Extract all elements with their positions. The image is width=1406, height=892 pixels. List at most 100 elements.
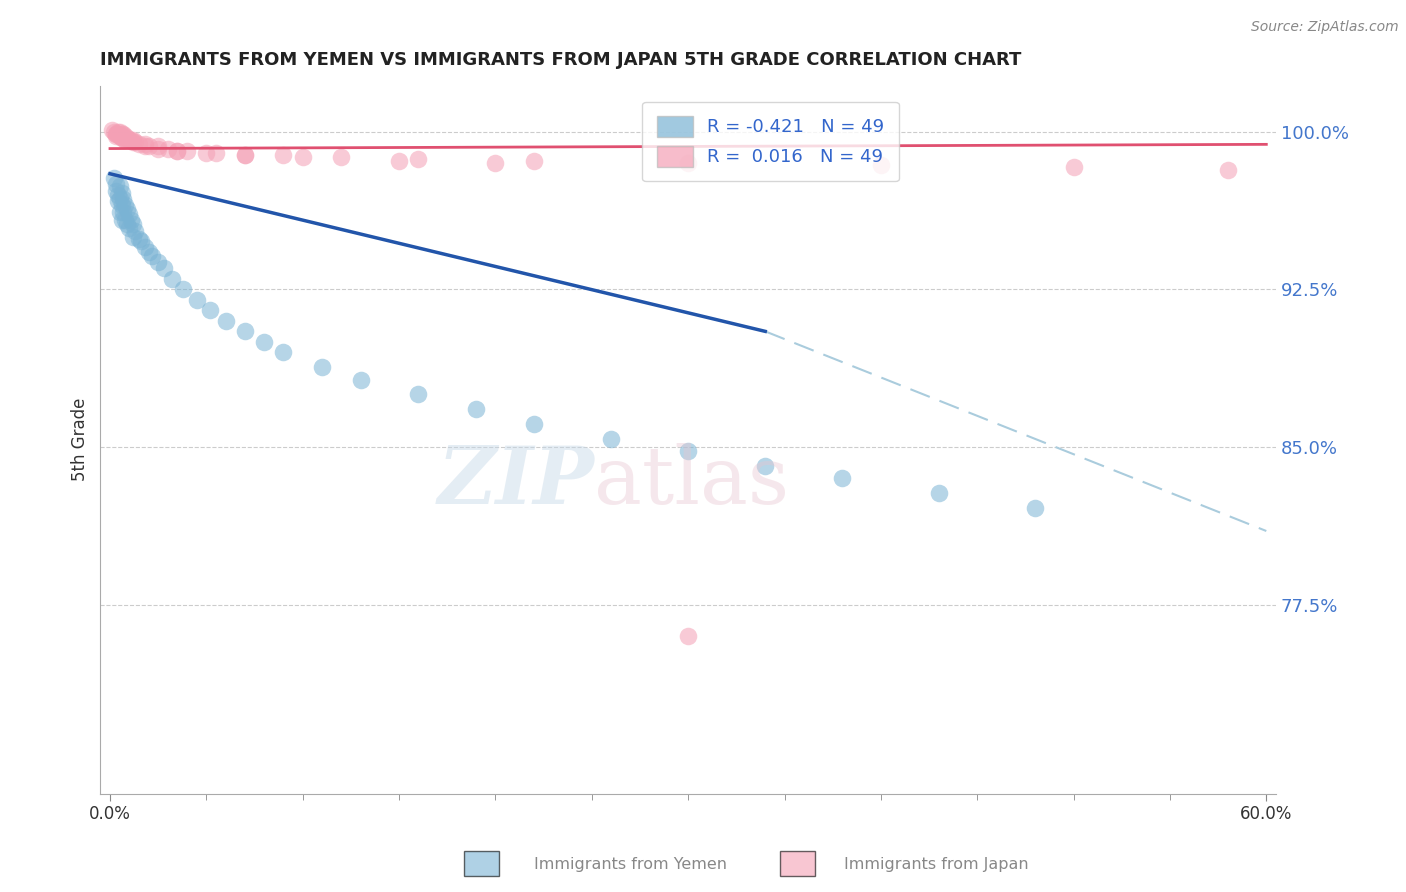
Text: ZIP: ZIP [437,443,595,521]
Point [146,139,169,153]
Point [120,213,142,227]
Legend: R = -0.421   N = 49, R =  0.016   N = 49: R = -0.421 N = 49, R = 0.016 N = 49 [643,102,898,181]
Point [104,178,127,192]
Point [107,194,129,208]
Point [110,127,132,141]
Point [138,244,160,259]
Text: Immigrants from Yemen: Immigrants from Yemen [534,857,727,872]
Point [153,261,176,276]
Point [156,142,179,156]
Point [523,154,546,169]
Point [186,293,208,307]
Point [600,432,623,446]
Point [754,458,776,473]
Text: Immigrants from Japan: Immigrants from Japan [844,857,1028,872]
Point [114,198,136,212]
Point [1216,162,1239,177]
Point [176,144,198,158]
Point [676,629,699,643]
Point [195,145,218,160]
Point [166,144,188,158]
Point [118,221,141,235]
Point [253,334,276,349]
Point [870,158,893,172]
Point [166,144,188,158]
Point [112,204,135,219]
Point [114,128,136,143]
Point [108,128,131,143]
Point [107,125,129,139]
Point [110,131,132,145]
Point [134,139,156,153]
Point [273,148,295,162]
Point [831,471,853,485]
Point [349,373,371,387]
Point [108,125,131,139]
Point [138,139,160,153]
Point [110,198,132,212]
Point [104,184,127,198]
Point [112,192,135,206]
Point [128,232,150,246]
Point [112,127,135,141]
Text: atlas: atlas [595,443,789,521]
Point [200,303,222,318]
Point [134,240,156,254]
Point [107,127,129,141]
Point [523,417,546,431]
Point [117,202,139,217]
Point [1024,500,1046,515]
Point [233,148,256,162]
Point [107,187,129,202]
Point [465,402,488,417]
Point [484,156,506,170]
Point [110,186,132,200]
Point [330,150,353,164]
Point [122,133,145,147]
Point [233,324,256,338]
Point [117,217,139,231]
Point [114,133,136,147]
Y-axis label: 5th Grade: 5th Grade [72,398,89,482]
Point [108,204,131,219]
Point [108,192,131,206]
Point [117,131,139,145]
Point [114,131,136,145]
Point [122,135,145,149]
Point [214,314,236,328]
Point [129,234,152,248]
Point [388,154,411,169]
Point [273,345,295,359]
Point [676,444,699,458]
Point [134,137,156,152]
Point [118,207,141,221]
Point [104,127,127,141]
Point [112,131,135,145]
Point [108,179,131,194]
Point [122,229,145,244]
Point [104,128,127,143]
Point [103,171,125,186]
Point [141,249,163,263]
Point [146,255,169,269]
Point [172,282,194,296]
Point [1063,161,1085,175]
Point [124,135,146,149]
Point [108,128,131,143]
Point [110,213,132,227]
Point [103,125,125,139]
Point [205,145,228,160]
Point [146,142,169,156]
Text: Source: ZipAtlas.com: Source: ZipAtlas.com [1251,20,1399,34]
Point [104,127,127,141]
Text: IMMIGRANTS FROM YEMEN VS IMMIGRANTS FROM JAPAN 5TH GRADE CORRELATION CHART: IMMIGRANTS FROM YEMEN VS IMMIGRANTS FROM… [100,51,1022,69]
Point [118,133,141,147]
Point [311,360,333,375]
Point [122,217,145,231]
Point [291,150,314,164]
Point [101,122,124,136]
Point [676,156,699,170]
Point [408,387,430,401]
Point [124,223,146,237]
Point [233,148,256,162]
